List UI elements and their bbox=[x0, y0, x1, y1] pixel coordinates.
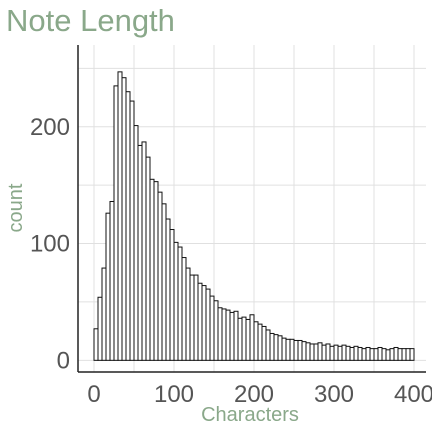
y-tick-label: 0 bbox=[57, 347, 70, 374]
histogram-bar bbox=[365, 346, 371, 361]
histogram-bar bbox=[277, 335, 283, 361]
histogram-bar bbox=[381, 348, 387, 361]
histogram-bar bbox=[357, 346, 363, 361]
x-tick-label: 300 bbox=[314, 381, 354, 408]
histogram-bar bbox=[393, 346, 399, 361]
histogram-bar bbox=[265, 329, 271, 361]
histogram-bar bbox=[161, 203, 167, 361]
histogram-bar bbox=[257, 323, 263, 361]
histogram-bar bbox=[145, 156, 151, 361]
histogram-bar bbox=[153, 181, 159, 361]
histogram-bar bbox=[405, 348, 411, 361]
histogram-bar bbox=[285, 338, 291, 361]
histogram-bar bbox=[237, 317, 243, 361]
histogram-bar bbox=[385, 349, 391, 361]
histogram-bar bbox=[377, 346, 383, 361]
histogram-bar bbox=[149, 178, 155, 361]
histogram-bar bbox=[93, 328, 99, 361]
histogram-bar bbox=[305, 342, 311, 361]
histogram-bar bbox=[333, 344, 339, 361]
histogram-bar bbox=[309, 343, 315, 361]
histogram-bar bbox=[133, 125, 139, 361]
histogram-bar bbox=[129, 100, 135, 361]
histogram-bar bbox=[173, 241, 179, 361]
histogram-bar bbox=[177, 246, 183, 361]
histogram-bar bbox=[293, 339, 299, 361]
histogram-bar bbox=[169, 229, 175, 361]
histogram-bar bbox=[241, 316, 247, 361]
histogram-bar bbox=[101, 267, 107, 361]
chart-title: Note Length bbox=[6, 3, 175, 38]
histogram-bar bbox=[113, 85, 119, 361]
histogram-bar bbox=[245, 318, 251, 361]
histogram-bar bbox=[289, 338, 295, 361]
histogram-bar bbox=[397, 348, 403, 361]
histogram-bar bbox=[409, 348, 415, 361]
histogram-bar bbox=[273, 334, 279, 361]
histogram-bar bbox=[141, 141, 147, 361]
histogram-bar bbox=[349, 346, 355, 361]
histogram-bar bbox=[185, 267, 191, 361]
histogram-bar bbox=[249, 314, 255, 361]
histogram-bar bbox=[233, 310, 239, 361]
histogram-bar bbox=[317, 342, 323, 361]
histogram-bar bbox=[341, 344, 347, 361]
histogram-bar bbox=[205, 288, 211, 361]
histogram-bar bbox=[345, 345, 351, 361]
histogram-bar bbox=[125, 91, 131, 361]
y-axis-label: count bbox=[5, 183, 27, 232]
histogram-bar bbox=[117, 71, 123, 361]
x-tick-labels: 0 100 200 300 400 bbox=[87, 381, 432, 408]
y-tick-label: 100 bbox=[30, 231, 70, 258]
x-tick-label: 200 bbox=[234, 381, 274, 408]
histogram-bar bbox=[261, 325, 267, 361]
histogram-bar bbox=[137, 144, 143, 361]
x-tick-label: 100 bbox=[154, 381, 194, 408]
histogram-bar bbox=[109, 200, 115, 361]
histogram-bar bbox=[269, 332, 275, 361]
histogram-bar bbox=[221, 308, 227, 361]
histogram-bar bbox=[361, 348, 367, 361]
histogram-bar bbox=[301, 341, 307, 361]
histogram-bar bbox=[165, 218, 171, 361]
histogram-bar bbox=[281, 337, 287, 361]
x-axis-label: Characters bbox=[201, 404, 299, 426]
histogram-bar bbox=[337, 345, 343, 361]
histogram-bar bbox=[217, 307, 223, 361]
histogram-bar bbox=[197, 282, 203, 361]
histogram-bar bbox=[389, 348, 395, 361]
histogram-bar bbox=[373, 348, 379, 361]
histogram-bar bbox=[313, 343, 319, 361]
histogram-bar bbox=[181, 257, 187, 361]
histogram-bar bbox=[97, 296, 103, 361]
histogram-bar bbox=[201, 285, 207, 361]
histogram-bar bbox=[369, 348, 375, 361]
histogram-bar bbox=[105, 212, 111, 361]
histogram-bar bbox=[297, 339, 303, 361]
histogram-bar bbox=[121, 77, 127, 361]
x-tick-label: 400 bbox=[394, 381, 432, 408]
y-tick-label: 200 bbox=[30, 114, 70, 141]
histogram-bar bbox=[157, 191, 163, 361]
histogram-bar bbox=[225, 309, 231, 361]
histogram-bar bbox=[209, 295, 215, 361]
histogram-bar bbox=[329, 345, 335, 361]
y-tick-labels: 0 100 200 bbox=[30, 114, 70, 375]
histogram-bar bbox=[353, 345, 359, 361]
histogram-bar bbox=[193, 274, 199, 361]
histogram-bars bbox=[93, 71, 415, 361]
histogram-bar bbox=[189, 274, 195, 361]
x-tick-label: 0 bbox=[87, 381, 100, 408]
histogram-bar bbox=[401, 348, 407, 361]
histogram-bar bbox=[253, 321, 259, 361]
histogram-bar bbox=[321, 344, 327, 361]
histogram-bar bbox=[325, 343, 331, 361]
histogram-bar bbox=[213, 300, 219, 361]
histogram-bar bbox=[229, 311, 235, 361]
